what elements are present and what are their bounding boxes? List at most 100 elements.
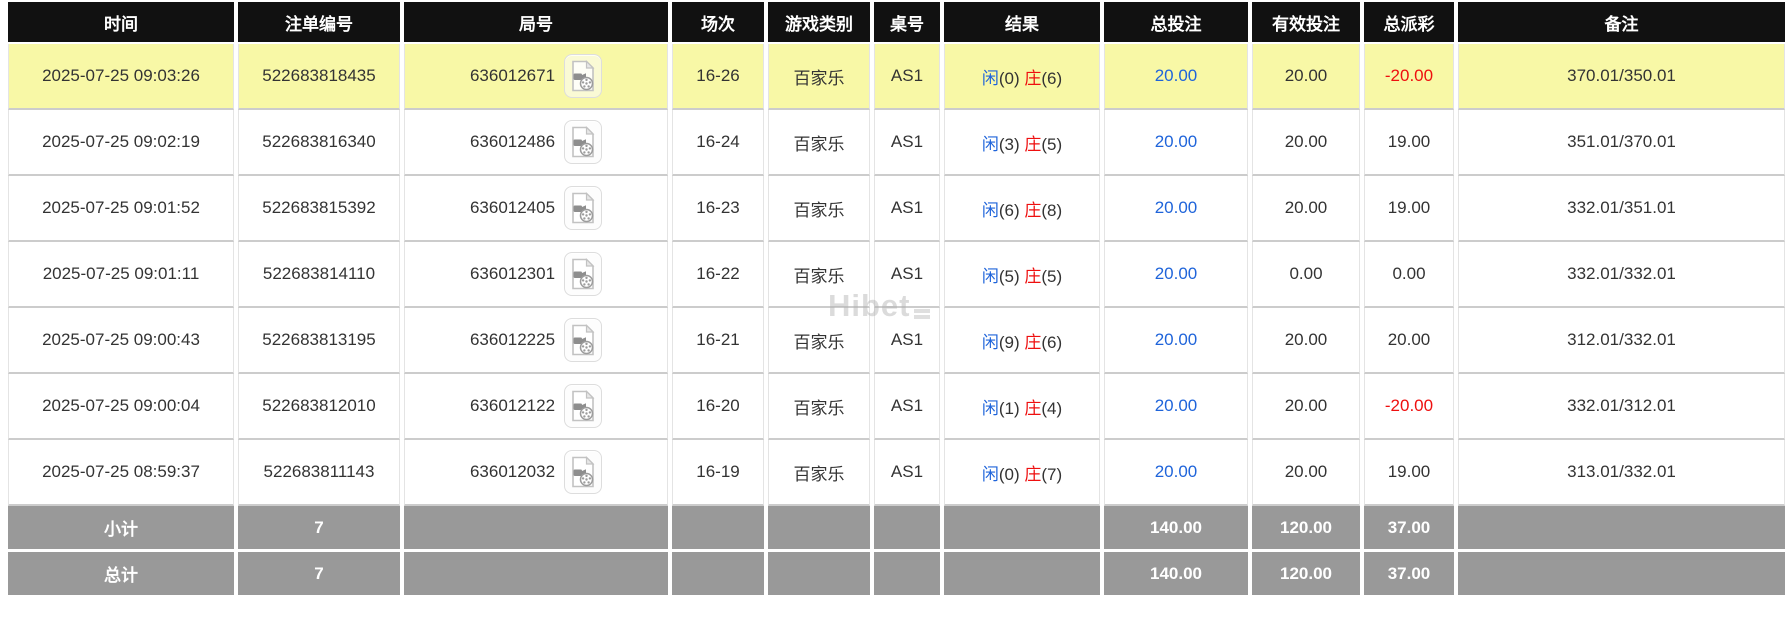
banker-label: 庄 [1024, 68, 1042, 88]
cell-game: 百家乐 [768, 308, 870, 374]
subtotal-row: 小计 7 140.00 120.00 37.00 [8, 506, 1785, 549]
cell-bet-id: 522683818435 [238, 44, 400, 110]
cell-session: 16-19 [672, 440, 764, 506]
cell-session: 16-20 [672, 374, 764, 440]
cell-valid-bet: 20.00 [1252, 308, 1360, 374]
video-replay-button[interactable] [564, 252, 603, 296]
banker-count: (6) [1041, 68, 1063, 88]
cell-valid-bet: 0.00 [1252, 242, 1360, 308]
cell-result: 闲(9) 庄(6) [944, 308, 1100, 374]
col-header-payout: 总派彩 [1364, 2, 1454, 44]
cell-total-bet: 20.00 [1104, 242, 1248, 308]
bet-rows: 2025-07-25 09:03:26 522683818435 6360126… [8, 44, 1785, 506]
cell-result: 闲(6) 庄(8) [944, 176, 1100, 242]
subtotal-empty-result [944, 506, 1100, 549]
cell-total-bet: 20.00 [1104, 308, 1248, 374]
cell-bet-id: 522683812010 [238, 374, 400, 440]
video-replay-button[interactable] [564, 186, 603, 230]
cell-time: 2025-07-25 09:03:26 [8, 44, 234, 110]
col-header-round-id: 局号 [404, 2, 668, 44]
player-label: 闲 [981, 266, 999, 286]
subtotal-count: 7 [238, 506, 400, 549]
cell-bet-id: 522683813195 [238, 308, 400, 374]
cell-game: 百家乐 [768, 176, 870, 242]
cell-total-bet: 20.00 [1104, 110, 1248, 176]
cell-table-no: AS1 [874, 176, 940, 242]
table-row: 2025-07-25 09:03:26 522683818435 6360126… [8, 44, 1785, 110]
cell-time: 2025-07-25 09:02:19 [8, 110, 234, 176]
player-label: 闲 [981, 398, 999, 418]
cell-table-no: AS1 [874, 374, 940, 440]
cell-game: 百家乐 [768, 44, 870, 110]
cell-payout: 0.00 [1364, 242, 1454, 308]
table-row: 2025-07-25 09:02:19 522683816340 6360124… [8, 110, 1785, 176]
player-count: (0) [998, 68, 1020, 88]
video-replay-icon [570, 456, 596, 488]
cell-valid-bet: 20.00 [1252, 176, 1360, 242]
col-header-total-bet: 总投注 [1104, 2, 1248, 44]
round-number: 636012032 [469, 462, 556, 481]
cell-result: 闲(0) 庄(6) [944, 44, 1100, 110]
col-header-remark: 备注 [1458, 2, 1785, 44]
grand-total-empty-round [404, 549, 668, 595]
banker-label: 庄 [1024, 266, 1042, 286]
subtotal-valid-bet: 120.00 [1252, 506, 1360, 549]
col-header-table-no: 桌号 [874, 2, 940, 44]
cell-game: 百家乐 [768, 440, 870, 506]
cell-session: 16-26 [672, 44, 764, 110]
cell-game: 百家乐 [768, 110, 870, 176]
video-replay-icon [570, 258, 596, 290]
cell-table-no: AS1 [874, 440, 940, 506]
cell-payout: -20.00 [1364, 44, 1454, 110]
cell-remark: 332.01/351.01 [1458, 176, 1785, 242]
round-number: 636012301 [469, 264, 556, 283]
cell-game: 百家乐 [768, 242, 870, 308]
cell-round-id: 636012032 [404, 440, 668, 506]
col-header-time: 时间 [8, 2, 234, 44]
cell-time: 2025-07-25 09:00:43 [8, 308, 234, 374]
player-label: 闲 [981, 134, 999, 154]
banker-label: 庄 [1024, 464, 1042, 484]
player-count: (6) [998, 200, 1020, 220]
cell-result: 闲(3) 庄(5) [944, 110, 1100, 176]
subtotal-empty-remark [1458, 506, 1785, 549]
round-number: 636012671 [469, 66, 556, 85]
grand-total-count: 7 [238, 549, 400, 595]
subtotal-empty-session [672, 506, 764, 549]
grand-total-row: 总计 7 140.00 120.00 37.00 [8, 549, 1785, 595]
subtotal-empty-table [874, 506, 940, 549]
banker-count: (7) [1041, 464, 1063, 484]
video-replay-icon [570, 60, 596, 92]
banker-count: (4) [1041, 398, 1063, 418]
header-row: 时间 注单编号 局号 场次 游戏类别 桌号 结果 总投注 有效投注 总派彩 备注 [8, 2, 1785, 44]
cell-valid-bet: 20.00 [1252, 374, 1360, 440]
cell-total-bet: 20.00 [1104, 44, 1248, 110]
round-number: 636012122 [469, 396, 556, 415]
video-replay-button[interactable] [564, 450, 603, 494]
video-replay-button[interactable] [564, 318, 603, 362]
grand-total-empty-remark [1458, 549, 1785, 595]
cell-remark: 332.01/312.01 [1458, 374, 1785, 440]
player-label: 闲 [981, 200, 999, 220]
cell-result: 闲(1) 庄(4) [944, 374, 1100, 440]
video-replay-icon [570, 324, 596, 356]
grand-total-empty-table [874, 549, 940, 595]
subtotal-empty-game [768, 506, 870, 549]
video-replay-icon [570, 192, 596, 224]
grand-total-empty-result [944, 549, 1100, 595]
cell-bet-id: 522683816340 [238, 110, 400, 176]
cell-result: 闲(5) 庄(5) [944, 242, 1100, 308]
cell-round-id: 636012671 [404, 44, 668, 110]
banker-label: 庄 [1024, 398, 1042, 418]
video-replay-button[interactable] [564, 54, 603, 98]
cell-round-id: 636012225 [404, 308, 668, 374]
banker-count: (5) [1041, 134, 1063, 154]
bet-records-table: 时间 注单编号 局号 场次 游戏类别 桌号 结果 总投注 有效投注 总派彩 备注… [4, 2, 1785, 595]
cell-bet-id: 522683815392 [238, 176, 400, 242]
video-replay-button[interactable] [564, 120, 603, 164]
video-replay-button[interactable] [564, 384, 603, 428]
cell-total-bet: 20.00 [1104, 440, 1248, 506]
round-number: 636012405 [469, 198, 556, 217]
player-count: (9) [998, 332, 1020, 352]
subtotal-label: 小计 [8, 506, 234, 549]
